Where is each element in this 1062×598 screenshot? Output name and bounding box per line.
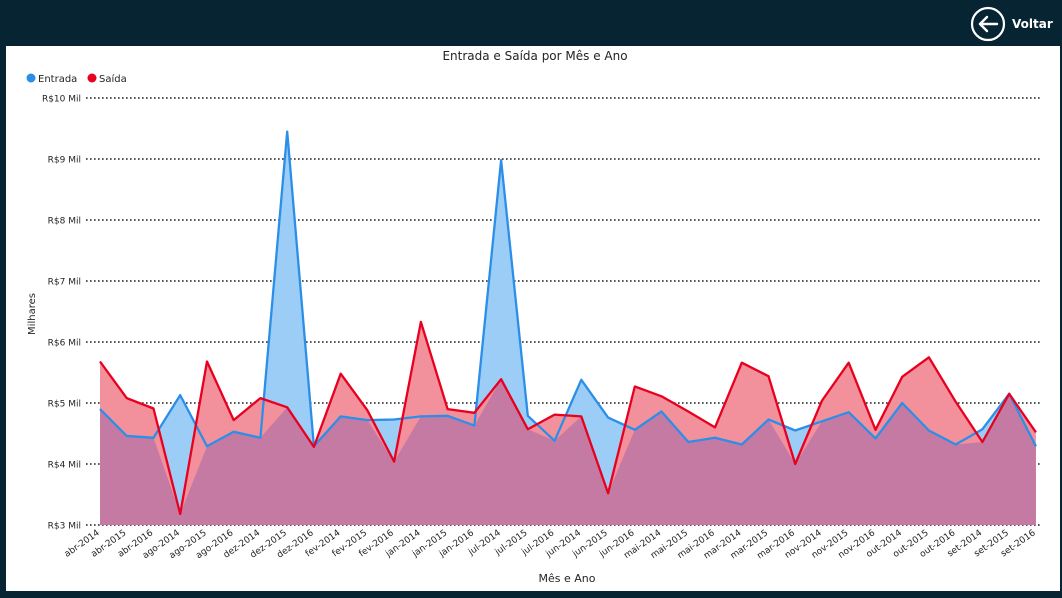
x-axis-title: Mês e Ano	[539, 572, 596, 585]
x-axis-ticks: abr-2014abr-2015abr-2016ago-2014ago-2015…	[63, 528, 1038, 561]
legend-marker-saida	[88, 74, 97, 83]
arrow-left-circle-icon[interactable]	[970, 6, 1006, 42]
y-tick-label: R$9 Mil	[48, 156, 81, 166]
back-button[interactable]: Voltar	[970, 6, 1053, 42]
chart-svg: Entrada e Saída por Mês e Ano Entrada Sa…	[6, 46, 1060, 591]
back-button-label[interactable]: Voltar	[1012, 17, 1053, 31]
y-tick-label: R$5 Mil	[48, 400, 81, 410]
y-tick-label: R$4 Mil	[48, 461, 81, 471]
legend: Entrada Saída	[27, 73, 127, 85]
y-tick-label: R$8 Mil	[48, 217, 81, 227]
chart-visual: Entrada e Saída por Mês e Ano Entrada Sa…	[6, 46, 1060, 591]
series-areas	[100, 132, 1036, 525]
y-axis-title: Milhares	[27, 293, 38, 335]
y-tick-label: R$10 Mil	[42, 95, 81, 105]
legend-label-saida[interactable]: Saída	[99, 73, 127, 85]
legend-label-entrada[interactable]: Entrada	[38, 74, 77, 85]
chart-title: Entrada e Saída por Mês e Ano	[442, 49, 627, 63]
y-tick-label: R$7 Mil	[48, 278, 81, 288]
y-axis-ticks: R$3 Mil R$4 Mil R$5 Mil R$6 Mil R$7 Mil R$8 M…	[42, 95, 81, 532]
y-tick-label: R$3 Mil	[48, 522, 81, 532]
y-tick-label: R$6 Mil	[48, 339, 81, 349]
legend-marker-entrada	[27, 74, 36, 83]
